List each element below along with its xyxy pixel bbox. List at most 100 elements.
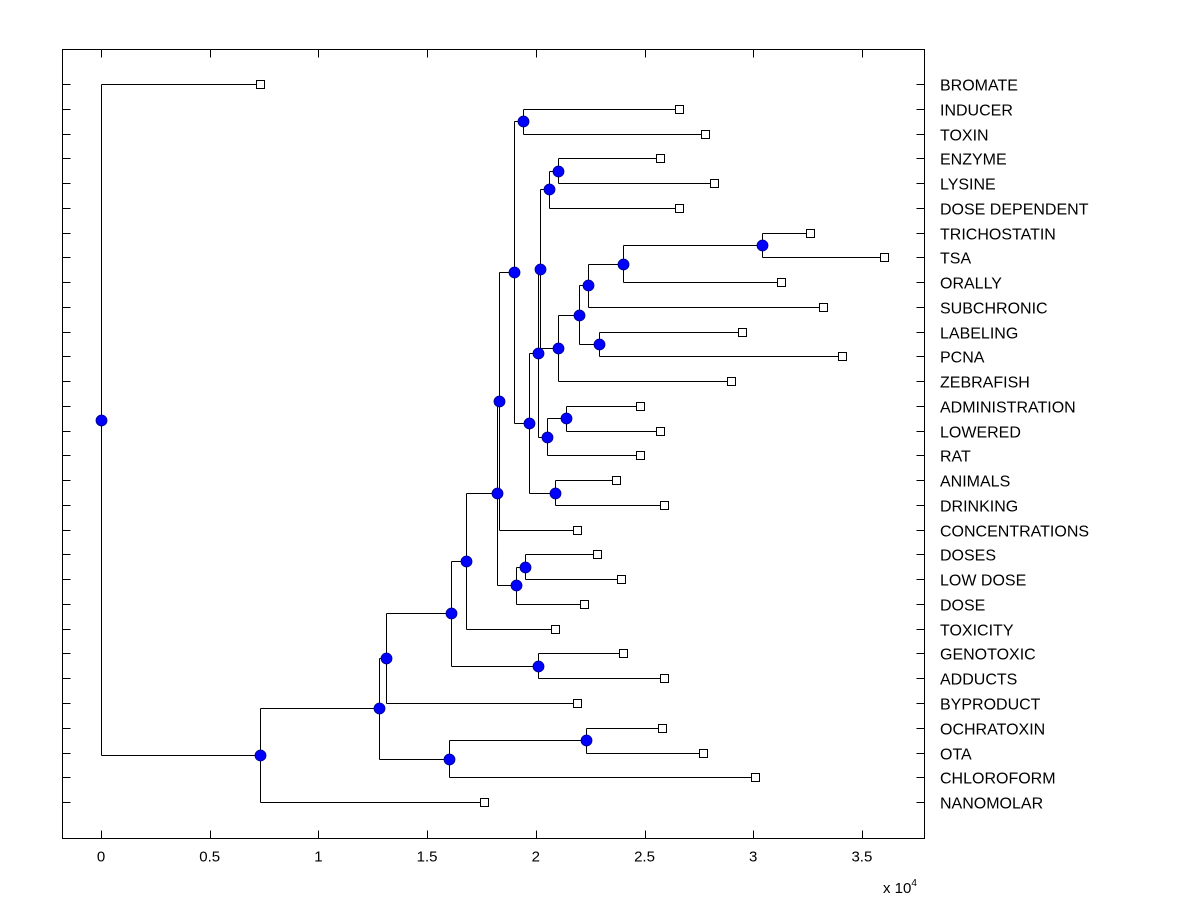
leaf-labels: BROMATE INDUCER TOXIN ENZYME LYSINE DOSE DEPE… (940, 78, 1089, 813)
leaf-marker (658, 724, 667, 733)
leaf-label: TRICHOSTATIN (940, 227, 1056, 244)
x-axis: 0 0.5 1 1.5 2 2.5 3 3.5 (97, 49, 872, 866)
leaf-label: TOXICITY (940, 623, 1014, 640)
leaf-marker (660, 674, 669, 683)
internal-node-marker (549, 487, 562, 500)
leaf-label: LABELING (940, 326, 1018, 343)
leaf-label: DOSES (940, 548, 996, 565)
y-axis (62, 84, 925, 803)
internal-node-marker (552, 342, 565, 355)
leaf-marker (819, 303, 828, 312)
leaf-marker (675, 204, 684, 213)
internal-node-marker (373, 702, 386, 715)
leaf-marker (660, 501, 669, 510)
leaf-label: CONCENTRATIONS (940, 524, 1089, 541)
internal-node-marker (582, 279, 595, 292)
leaf-marker (551, 625, 560, 634)
plot-frame (62, 49, 925, 839)
leaf-label: LYSINE (940, 177, 996, 194)
internal-node-marker (517, 115, 530, 128)
leaf-marker (806, 229, 815, 238)
leaf-marker (593, 550, 602, 559)
leaf-marker (573, 699, 582, 708)
leaf-marker (619, 649, 628, 658)
x-multiplier-base: x 10 (883, 880, 911, 897)
leaf-marker (699, 749, 708, 758)
leaf-label: ADMINISTRATION (940, 400, 1076, 417)
x-tick-label: 1.5 (417, 849, 438, 866)
leaf-marker (738, 328, 747, 337)
internal-node-marker (541, 431, 554, 444)
leaf-marker (701, 130, 710, 139)
internal-node-marker (532, 660, 545, 673)
leaf-label: INDUCER (940, 103, 1013, 120)
internal-node-marker (580, 734, 593, 747)
x-multiplier-exponent: 4 (911, 878, 917, 889)
x-tick-label: 1 (314, 849, 322, 866)
leaf-label: DRINKING (940, 499, 1018, 516)
x-tick-label: 3.5 (851, 849, 872, 866)
leaf-marker (480, 798, 489, 807)
leaf-label: ZEBRAFISH (940, 375, 1030, 392)
internal-node-marker (523, 417, 536, 430)
leaf-marker (656, 427, 665, 436)
leaf-label: SUBCHRONIC (940, 301, 1048, 318)
internal-node-marker (552, 165, 565, 178)
node-markers (95, 80, 889, 807)
internal-node-marker (380, 652, 393, 665)
x-tick-label: 2.5 (634, 849, 655, 866)
leaf-marker (256, 80, 265, 89)
leaf-label: NANOMOLAR (940, 796, 1043, 813)
internal-node-marker (534, 263, 547, 276)
internal-node-marker (560, 412, 573, 425)
internal-node-marker (443, 753, 456, 766)
leaf-label: OCHRATOXIN (940, 722, 1045, 739)
branch-lines (101, 84, 885, 803)
internal-node-marker (493, 395, 506, 408)
leaf-marker (777, 278, 786, 287)
leaf-label: TOXIN (940, 128, 989, 145)
internal-node-marker (254, 749, 267, 762)
x-multiplier-label: x 104 (883, 878, 917, 897)
internal-node-marker (460, 555, 473, 568)
leaf-marker (636, 451, 645, 460)
internal-node-marker (508, 266, 521, 279)
internal-node-marker (756, 239, 769, 252)
leaf-marker (751, 773, 760, 782)
leaf-label: DOSE DEPENDENT (940, 202, 1089, 219)
leaf-marker (617, 575, 626, 584)
internal-node-marker (593, 338, 606, 351)
leaf-marker (612, 476, 621, 485)
leaf-label: BYPRODUCT (940, 697, 1041, 714)
leaf-label: ORALLY (940, 276, 1002, 293)
leaf-label: ADDUCTS (940, 672, 1017, 689)
leaf-label: ENZYME (940, 152, 1007, 169)
leaf-label: RAT (940, 449, 971, 466)
internal-node-marker (543, 183, 556, 196)
x-tick-label: 2 (532, 849, 540, 866)
leaf-label: PCNA (940, 350, 985, 367)
internal-node-marker (532, 347, 545, 360)
internal-node-marker (95, 414, 108, 427)
leaf-label: CHLOROFORM (940, 771, 1056, 788)
leaf-marker (710, 179, 719, 188)
leaf-marker (580, 600, 589, 609)
leaf-marker (573, 526, 582, 535)
leaf-marker (838, 352, 847, 361)
internal-node-marker (573, 309, 586, 322)
leaf-label: ANIMALS (940, 474, 1010, 491)
internal-node-marker (617, 258, 630, 271)
leaf-marker (727, 377, 736, 386)
leaf-marker (675, 105, 684, 114)
leaf-label: DOSE (940, 598, 985, 615)
leaf-marker (880, 253, 889, 262)
leaf-label: BROMATE (940, 78, 1018, 95)
internal-node-marker (445, 607, 458, 620)
internal-node-marker (519, 561, 532, 574)
leaf-label: OTA (940, 747, 972, 764)
x-tick-label: 0 (97, 849, 105, 866)
leaf-label: GENOTOXIC (940, 647, 1036, 664)
leaf-label: TSA (940, 251, 971, 268)
x-tick-label: 3 (749, 849, 757, 866)
